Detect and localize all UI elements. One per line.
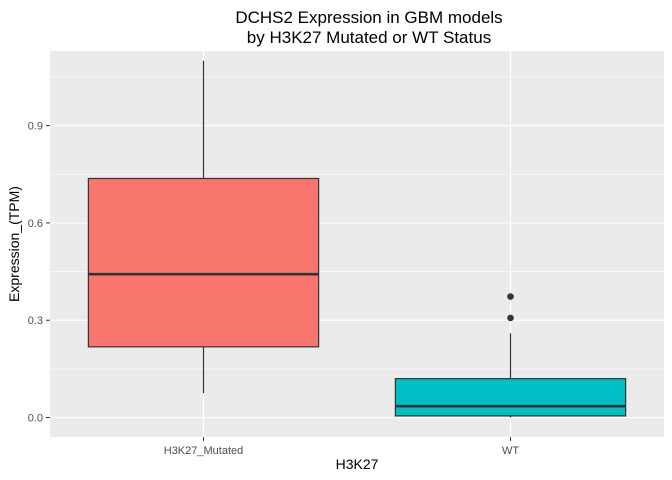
y-tick-label: 0.0 (28, 413, 43, 425)
chart-title-line-1: DCHS2 Expression in GBM models (235, 8, 502, 27)
x-tick-label: WT (502, 445, 519, 457)
box-h3k27_mutated (87, 177, 320, 348)
x-axis-title: H3K27 (336, 456, 379, 472)
x-tick-label: H3K27_Mutated (164, 445, 244, 457)
y-axis-title: Expression_(TPM) (6, 186, 22, 302)
chart-title-line-2: by H3K27 Mutated or WT Status (247, 28, 491, 47)
y-tick-label: 0.3 (28, 315, 43, 327)
boxes (87, 60, 627, 418)
box-wt (394, 378, 627, 417)
axis-ticks: 0.0 0.3 0.6 0.9 H3K27_Mutated WT (28, 121, 520, 457)
y-tick-label: 0.9 (28, 121, 43, 133)
outlier-point (507, 293, 514, 300)
y-tick-label: 0.6 (28, 218, 43, 230)
outlier-point (507, 314, 514, 322)
